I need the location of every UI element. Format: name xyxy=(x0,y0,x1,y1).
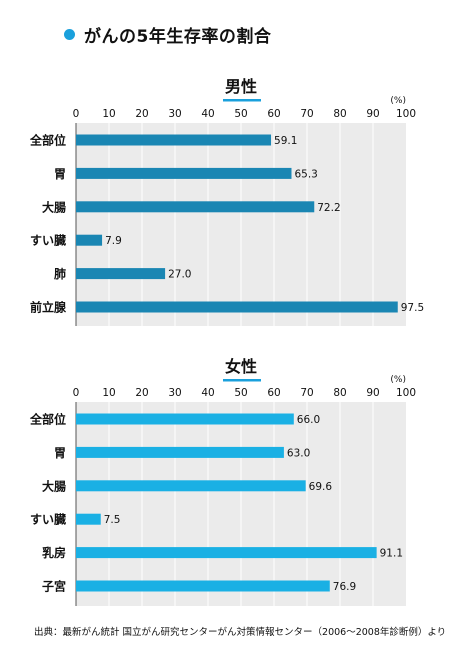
female-value-label: 7.5 xyxy=(104,514,121,526)
female-tick-label: 20 xyxy=(135,387,148,399)
female-chart: 女性 0 10 20 30 40 50 60 70 80 90 100 (%) 全部位 66.0 胃 63.0 大… xyxy=(29,357,416,606)
male-category-label: 全部位 xyxy=(29,133,66,148)
female-tick-label: 0 xyxy=(73,387,80,399)
female-bar xyxy=(76,446,284,458)
female-tick-label: 100 xyxy=(396,387,416,399)
male-value-label: 7.9 xyxy=(105,235,122,247)
female-bar xyxy=(76,413,294,425)
male-chart: 男性 0 10 20 30 40 50 60 70 80 90 100 (%) 全部位 59.1 胃 65.3 大… xyxy=(29,77,424,326)
female-bar xyxy=(76,580,330,592)
male-tick-label: 70 xyxy=(300,108,313,120)
female-value-label: 76.9 xyxy=(333,581,356,593)
male-tick-label: 10 xyxy=(102,108,115,120)
female-unit-label: (%) xyxy=(390,375,406,385)
male-value-label: 27.0 xyxy=(168,269,191,281)
bullet-dot-icon xyxy=(64,28,75,40)
male-bar xyxy=(76,301,398,313)
page-title: がんの5年生存率の割合 xyxy=(84,26,272,47)
male-value-label: 59.1 xyxy=(274,135,297,147)
male-tick-label: 80 xyxy=(333,108,346,120)
male-tick-label: 100 xyxy=(396,108,416,120)
male-tick-label: 0 xyxy=(73,108,80,120)
female-tick-label: 30 xyxy=(168,387,181,399)
female-tick-label: 70 xyxy=(300,387,313,399)
male-bar xyxy=(76,167,292,179)
page-header: がんの5年生存率の割合 xyxy=(64,22,272,47)
female-category-label: 全部位 xyxy=(29,412,66,427)
male-bar xyxy=(76,234,103,246)
female-bar xyxy=(76,547,377,559)
male-category-label: 大腸 xyxy=(42,199,66,214)
male-bar xyxy=(76,134,272,146)
female-category-label: すい臓 xyxy=(30,512,66,527)
male-tick-label: 50 xyxy=(234,108,247,120)
female-tick-label: 60 xyxy=(267,387,280,399)
female-tick-label: 90 xyxy=(366,387,379,399)
male-bar xyxy=(76,201,315,213)
male-category-label: すい臓 xyxy=(30,233,66,248)
source-note: 出典：最新がん統計 国立がん研究センターがん対策情報センター（2006〜2008… xyxy=(34,627,447,638)
female-tick-label: 80 xyxy=(333,387,346,399)
male-tick-label: 60 xyxy=(267,108,280,120)
male-chart-title: 男性 xyxy=(225,77,257,96)
female-category-label: 大腸 xyxy=(42,478,66,493)
female-value-label: 66.0 xyxy=(297,414,320,426)
male-tick-label: 30 xyxy=(168,108,181,120)
male-category-label: 前立腺 xyxy=(30,300,67,315)
male-title-underline xyxy=(223,99,261,102)
male-tick-label: 40 xyxy=(201,108,214,120)
female-tick-label: 10 xyxy=(102,387,115,399)
female-tick-label: 40 xyxy=(201,387,214,399)
female-chart-title: 女性 xyxy=(225,357,257,376)
male-value-label: 97.5 xyxy=(401,302,424,314)
female-category-label: 胃 xyxy=(54,446,66,460)
male-bar xyxy=(76,268,166,280)
male-unit-label: (%) xyxy=(390,96,406,106)
female-category-label: 乳房 xyxy=(42,545,66,560)
female-tick-label: 50 xyxy=(234,387,247,399)
female-value-label: 63.0 xyxy=(287,447,310,459)
female-title-underline xyxy=(223,379,261,382)
male-tick-label: 20 xyxy=(135,108,148,120)
female-value-label: 69.6 xyxy=(309,481,333,493)
female-value-label: 91.1 xyxy=(380,548,403,560)
male-tick-label: 90 xyxy=(366,108,379,120)
male-value-label: 65.3 xyxy=(294,168,317,180)
male-category-label: 肺 xyxy=(54,266,66,281)
female-category-label: 子宮 xyxy=(42,579,66,594)
female-bar xyxy=(76,513,101,525)
male-category-label: 胃 xyxy=(54,167,66,181)
male-value-label: 72.2 xyxy=(317,202,340,214)
female-bar xyxy=(76,480,306,492)
